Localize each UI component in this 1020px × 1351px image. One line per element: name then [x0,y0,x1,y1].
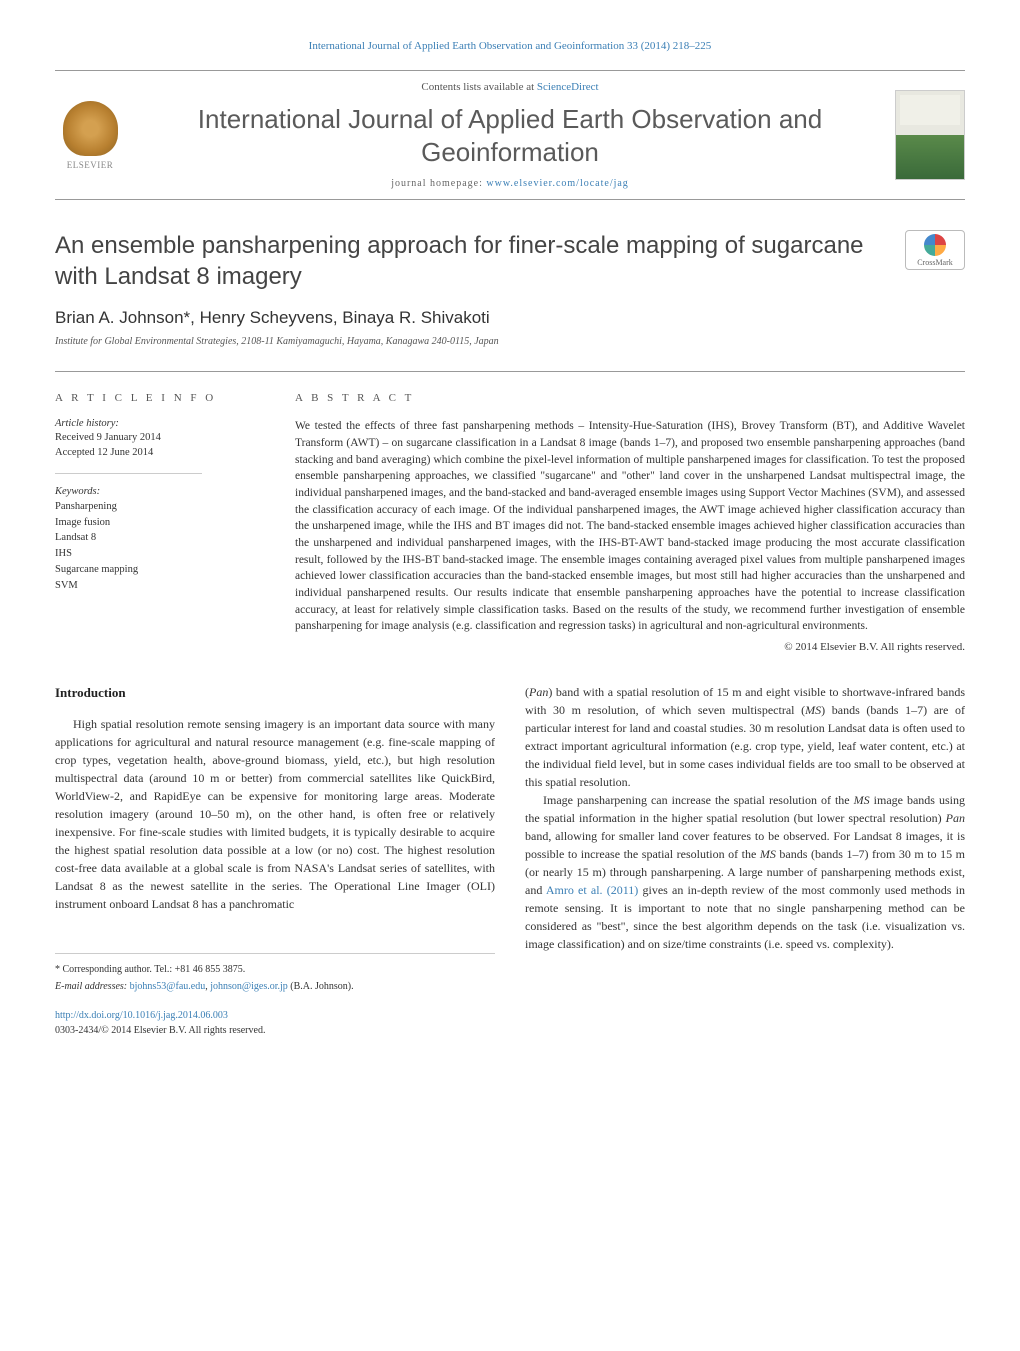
keywords-list: Pansharpening Image fusion Landsat 8 IHS… [55,499,265,594]
footer-bottom: http://dx.doi.org/10.1016/j.jag.2014.06.… [55,1008,495,1038]
keywords-label: Keywords: [55,486,265,497]
section-heading-introduction: Introduction [55,683,495,703]
affiliation: Institute for Global Environmental Strat… [55,336,965,347]
citation-link[interactable]: Amro et al. (2011) [546,883,638,897]
crossmark-label: CrossMark [917,258,953,267]
accepted-date: Accepted 12 June 2014 [55,446,265,461]
journal-header-box: ELSEVIER Contents lists available at Sci… [55,70,965,200]
info-divider [55,473,202,474]
corresponding-author: * Corresponding author. Tel.: +81 46 855… [55,962,495,977]
journal-citation-link[interactable]: International Journal of Applied Earth O… [55,40,965,52]
keyword: Image fusion [55,515,265,531]
crossmark-badge[interactable]: CrossMark [905,230,965,270]
homepage-link[interactable]: www.elsevier.com/locate/jag [486,178,628,189]
article-info-column: A R T I C L E I N F O Article history: R… [55,392,265,653]
article-info-heading: A R T I C L E I N F O [55,392,265,404]
email-suffix: (B.A. Johnson). [288,981,354,992]
abstract-text: We tested the effects of three fast pans… [295,418,965,635]
header-center: Contents lists available at ScienceDirec… [137,81,883,189]
email-link-2[interactable]: johnson@iges.or.jp [210,981,288,992]
body-columns: Introduction High spatial resolution rem… [55,683,965,1038]
doi-link[interactable]: http://dx.doi.org/10.1016/j.jag.2014.06.… [55,1010,228,1021]
article-title: An ensemble pansharpening approach for f… [55,230,885,292]
received-date: Received 9 January 2014 [55,431,265,446]
email-link-1[interactable]: bjohns53@fau.edu [130,981,206,992]
authors: Brian A. Johnson*, Henry Scheyvens, Bina… [55,308,965,328]
keyword: SVM [55,578,265,594]
contents-line: Contents lists available at ScienceDirec… [137,81,883,93]
info-abstract-row: A R T I C L E I N F O Article history: R… [55,371,965,653]
elsevier-label: ELSEVIER [67,160,114,170]
issn-copyright: 0303-2434/© 2014 Elsevier B.V. All right… [55,1025,265,1036]
keyword: Landsat 8 [55,530,265,546]
email-line: E-mail addresses: bjohns53@fau.edu, john… [55,979,495,994]
keyword: Sugarcane mapping [55,562,265,578]
intro-paragraph-1-cont: (Pan) band with a spatial resolution of … [525,683,965,791]
abstract-copyright: © 2014 Elsevier B.V. All rights reserved… [295,641,965,653]
journal-title: International Journal of Applied Earth O… [137,103,883,168]
keyword: Pansharpening [55,499,265,515]
journal-cover-thumbnail [895,90,965,180]
intro-paragraph-1: High spatial resolution remote sensing i… [55,715,495,913]
elsevier-tree-icon [63,101,118,156]
email-label: E-mail addresses: [55,981,130,992]
title-row: An ensemble pansharpening approach for f… [55,230,965,292]
abstract-heading: A B S T R A C T [295,392,965,404]
intro-paragraph-2: Image pansharpening can increase the spa… [525,791,965,953]
homepage-prefix: journal homepage: [391,178,486,189]
page-container: International Journal of Applied Earth O… [0,0,1020,1068]
crossmark-icon [924,234,946,256]
contents-prefix: Contents lists available at [421,81,536,93]
elsevier-logo: ELSEVIER [55,95,125,175]
keyword: IHS [55,546,265,562]
journal-homepage: journal homepage: www.elsevier.com/locat… [137,178,883,189]
body-column-right: (Pan) band with a spatial resolution of … [525,683,965,1038]
body-column-left: Introduction High spatial resolution rem… [55,683,495,1038]
footer-block: * Corresponding author. Tel.: +81 46 855… [55,953,495,1038]
article-history-label: Article history: [55,418,265,429]
abstract-column: A B S T R A C T We tested the effects of… [295,392,965,653]
sciencedirect-link[interactable]: ScienceDirect [537,81,599,93]
